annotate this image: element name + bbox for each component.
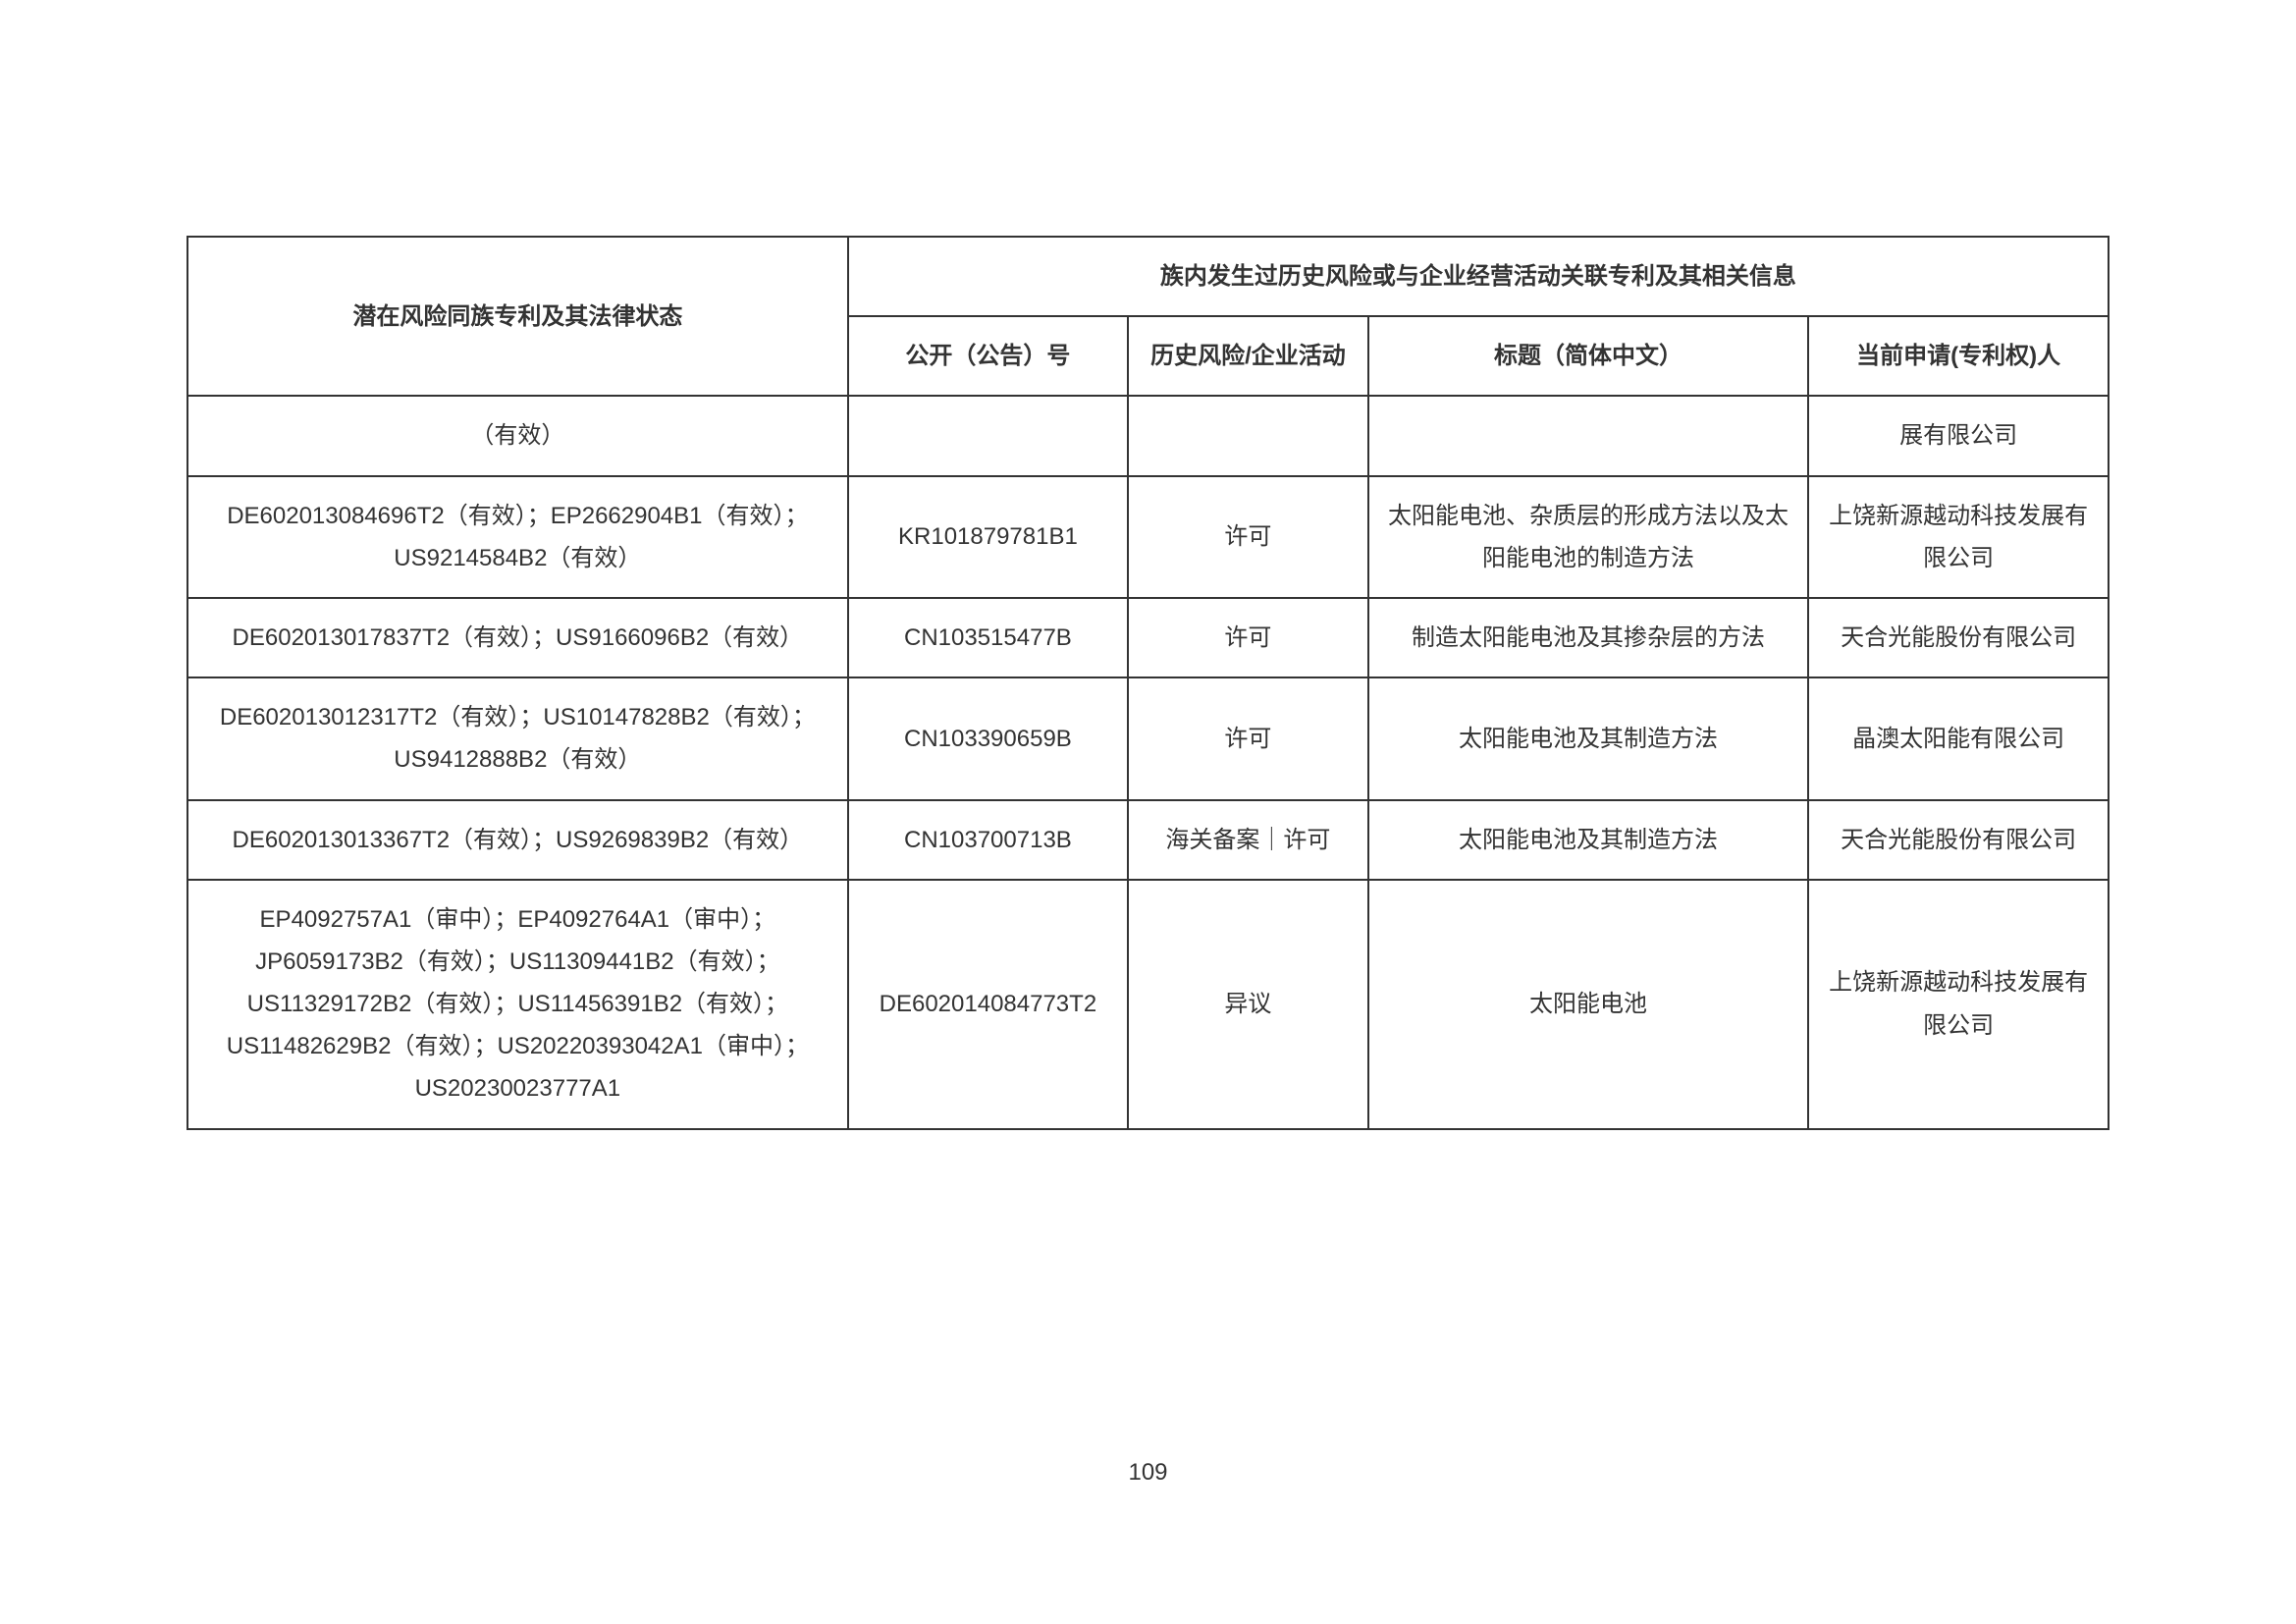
- cell-title: 太阳能电池及其制造方法: [1368, 677, 1808, 799]
- cell-title: [1368, 396, 1808, 475]
- table-row: DE602013012317T2（有效）；US10147828B2（有效）；US…: [187, 677, 2109, 799]
- cell-title: 太阳能电池: [1368, 880, 1808, 1129]
- cell-applicant: 晶澳太阳能有限公司: [1808, 677, 2109, 799]
- header-related-info: 族内发生过历史风险或与企业经营活动关联专利及其相关信息: [848, 237, 2109, 316]
- table-row: （有效） 展有限公司: [187, 396, 2109, 475]
- cell-patents: DE602013017837T2（有效）；US9166096B2（有效）: [187, 598, 848, 677]
- table-row: DE602013013367T2（有效）；US9269839B2（有效） CN1…: [187, 800, 2109, 880]
- cell-risk: 异议: [1128, 880, 1368, 1129]
- cell-risk: 许可: [1128, 598, 1368, 677]
- table-body: （有效） 展有限公司 DE602013084696T2（有效）；EP266290…: [187, 396, 2109, 1128]
- cell-applicant: 天合光能股份有限公司: [1808, 598, 2109, 677]
- cell-patents: DE602013012317T2（有效）；US10147828B2（有效）；US…: [187, 677, 848, 799]
- cell-applicant: 天合光能股份有限公司: [1808, 800, 2109, 880]
- cell-pubno: CN103700713B: [848, 800, 1128, 880]
- header-patents: 潜在风险同族专利及其法律状态: [187, 237, 848, 396]
- table-row: DE602013084696T2（有效）；EP2662904B1（有效）；US9…: [187, 476, 2109, 598]
- cell-patents: （有效）: [187, 396, 848, 475]
- cell-title: 太阳能电池及其制造方法: [1368, 800, 1808, 880]
- cell-pubno: CN103390659B: [848, 677, 1128, 799]
- patent-risk-table: 潜在风险同族专利及其法律状态 族内发生过历史风险或与企业经营活动关联专利及其相关…: [187, 236, 2109, 1130]
- cell-pubno: KR101879781B1: [848, 476, 1128, 598]
- page-container: 潜在风险同族专利及其法律状态 族内发生过历史风险或与企业经营活动关联专利及其相关…: [0, 0, 2296, 1228]
- table-header: 潜在风险同族专利及其法律状态 族内发生过历史风险或与企业经营活动关联专利及其相关…: [187, 237, 2109, 396]
- cell-applicant: 上饶新源越动科技发展有限公司: [1808, 476, 2109, 598]
- cell-pubno: CN103515477B: [848, 598, 1128, 677]
- cell-title: 制造太阳能电池及其掺杂层的方法: [1368, 598, 1808, 677]
- table-row: DE602013017837T2（有效）；US9166096B2（有效） CN1…: [187, 598, 2109, 677]
- header-applicant: 当前申请(专利权)人: [1808, 316, 2109, 396]
- cell-applicant: 展有限公司: [1808, 396, 2109, 475]
- cell-risk: [1128, 396, 1368, 475]
- cell-patents: DE602013084696T2（有效）；EP2662904B1（有效）；US9…: [187, 476, 848, 598]
- cell-title: 太阳能电池、杂质层的形成方法以及太阳能电池的制造方法: [1368, 476, 1808, 598]
- header-title: 标题（简体中文）: [1368, 316, 1808, 396]
- cell-applicant: 上饶新源越动科技发展有限公司: [1808, 880, 2109, 1129]
- cell-risk: 许可: [1128, 677, 1368, 799]
- table-row: EP4092757A1（审中）；EP4092764A1（审中）；JP605917…: [187, 880, 2109, 1129]
- cell-risk: 许可: [1128, 476, 1368, 598]
- page-number: 109: [0, 1459, 2296, 1487]
- header-row-1: 潜在风险同族专利及其法律状态 族内发生过历史风险或与企业经营活动关联专利及其相关…: [187, 237, 2109, 316]
- cell-pubno: [848, 396, 1128, 475]
- cell-risk: 海关备案｜许可: [1128, 800, 1368, 880]
- cell-pubno: DE602014084773T2: [848, 880, 1128, 1129]
- header-pubno: 公开（公告）号: [848, 316, 1128, 396]
- cell-patents: EP4092757A1（审中）；EP4092764A1（审中）；JP605917…: [187, 880, 848, 1129]
- cell-patents: DE602013013367T2（有效）；US9269839B2（有效）: [187, 800, 848, 880]
- header-risk: 历史风险/企业活动: [1128, 316, 1368, 396]
